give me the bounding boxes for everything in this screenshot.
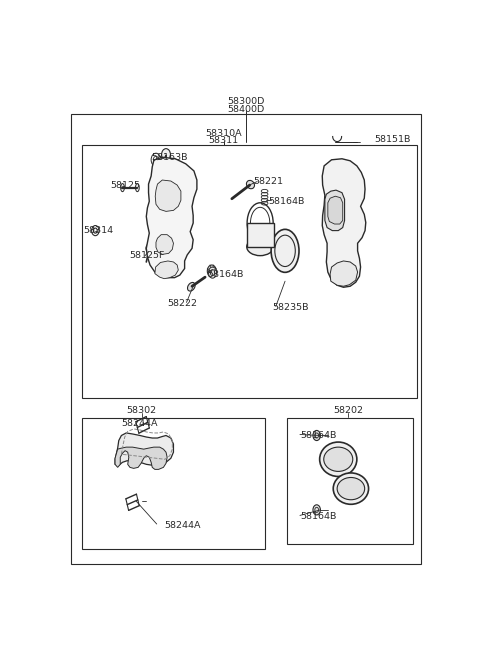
Bar bbox=[287, 418, 413, 544]
Text: 58163B: 58163B bbox=[151, 153, 188, 162]
Ellipse shape bbox=[135, 183, 139, 192]
Ellipse shape bbox=[320, 442, 357, 476]
Text: 58222: 58222 bbox=[168, 299, 198, 308]
Text: 58311: 58311 bbox=[209, 136, 239, 145]
Text: 58235B: 58235B bbox=[272, 303, 309, 312]
Text: 58164B: 58164B bbox=[300, 512, 336, 521]
Ellipse shape bbox=[337, 478, 365, 500]
Polygon shape bbox=[155, 261, 178, 279]
Ellipse shape bbox=[324, 447, 353, 472]
Text: 58202: 58202 bbox=[333, 406, 363, 415]
Ellipse shape bbox=[247, 238, 274, 256]
Text: 58164B: 58164B bbox=[268, 197, 305, 206]
Text: 58125F: 58125F bbox=[129, 252, 164, 260]
Polygon shape bbox=[146, 157, 197, 278]
Ellipse shape bbox=[120, 183, 124, 192]
Text: 58310A: 58310A bbox=[205, 129, 242, 138]
Text: 58151B: 58151B bbox=[374, 135, 411, 144]
Ellipse shape bbox=[188, 283, 195, 291]
Polygon shape bbox=[328, 196, 343, 224]
Ellipse shape bbox=[333, 473, 369, 505]
Text: 58314: 58314 bbox=[84, 226, 114, 235]
Polygon shape bbox=[115, 447, 167, 469]
Polygon shape bbox=[247, 223, 274, 247]
Polygon shape bbox=[322, 159, 366, 287]
Ellipse shape bbox=[246, 181, 254, 189]
Text: 58221: 58221 bbox=[253, 177, 283, 185]
Text: 58164B: 58164B bbox=[207, 270, 243, 279]
Text: 58244A: 58244A bbox=[164, 520, 201, 530]
Polygon shape bbox=[330, 261, 358, 286]
Polygon shape bbox=[155, 180, 181, 212]
Circle shape bbox=[146, 244, 153, 253]
Text: 58400D: 58400D bbox=[228, 104, 264, 114]
Bar bbox=[83, 145, 417, 397]
Bar bbox=[83, 418, 264, 549]
Circle shape bbox=[207, 265, 216, 277]
Text: 58300D: 58300D bbox=[228, 97, 264, 106]
Text: 58302: 58302 bbox=[127, 406, 157, 415]
Circle shape bbox=[208, 267, 216, 278]
Ellipse shape bbox=[271, 229, 299, 273]
Circle shape bbox=[162, 148, 170, 161]
Polygon shape bbox=[115, 433, 173, 465]
Text: 58164B: 58164B bbox=[300, 431, 336, 440]
Polygon shape bbox=[325, 190, 345, 231]
Circle shape bbox=[313, 430, 321, 441]
Bar bbox=[71, 114, 421, 564]
Text: 58244A: 58244A bbox=[122, 419, 158, 428]
Polygon shape bbox=[156, 235, 173, 254]
Text: 58125: 58125 bbox=[110, 181, 140, 190]
Circle shape bbox=[313, 505, 321, 515]
